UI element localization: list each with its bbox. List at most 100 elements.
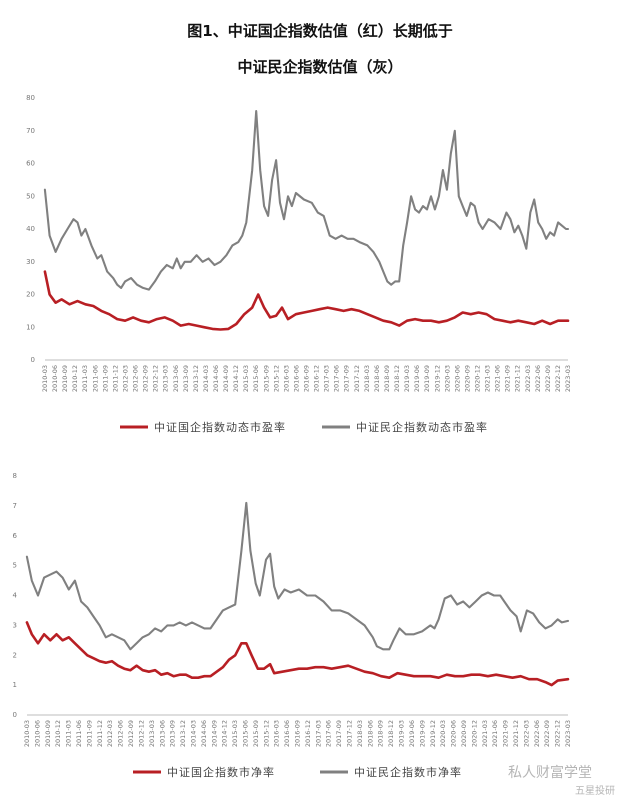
x-tick-label: 2017-03 <box>314 720 322 747</box>
x-tick-label: 2016-03 <box>282 365 290 392</box>
x-tick-label: 2016-06 <box>283 720 291 747</box>
x-tick-label: 2016-09 <box>294 720 302 747</box>
x-tick-label: 2011-09 <box>101 365 109 392</box>
x-tick-label: 2017-03 <box>323 365 331 392</box>
x-tick-label: 2020-06 <box>453 365 461 392</box>
x-tick-label: 2022-03 <box>524 365 532 392</box>
x-tick-label: 2011-06 <box>91 365 99 392</box>
y-tick-label: 1 <box>13 681 17 689</box>
x-tick-label: 2014-06 <box>212 365 220 392</box>
x-tick-label: 2013-09 <box>169 720 177 747</box>
x-tick-label: 2017-09 <box>335 720 343 747</box>
x-tick-label: 2010-06 <box>33 720 41 747</box>
x-tick-label: 2017-09 <box>343 365 351 392</box>
x-tick-label: 2012-09 <box>127 720 135 747</box>
x-tick-label: 2016-06 <box>292 365 300 392</box>
x-tick-label: 2018-03 <box>363 365 371 392</box>
x-tick-label: 2018-03 <box>356 720 364 747</box>
x-tick-label: 2019-06 <box>413 365 421 392</box>
x-tick-label: 2019-03 <box>398 720 406 747</box>
x-tick-label: 2010-03 <box>23 720 31 747</box>
x-tick-label: 2018-12 <box>393 365 401 392</box>
x-tick-label: 2013-12 <box>192 365 200 392</box>
y-tick-label: 7 <box>13 502 17 510</box>
x-tick-label: 2010-09 <box>61 365 69 392</box>
y-tick-label: 50 <box>26 192 35 200</box>
x-tick-label: 2010-06 <box>51 365 59 392</box>
x-tick-label: 2020-12 <box>473 365 481 392</box>
x-tick-label: 2022-12 <box>554 365 562 392</box>
y-tick-label: 6 <box>13 532 18 540</box>
y-tick-label: 70 <box>26 127 35 135</box>
series-line-soe <box>25 621 570 687</box>
x-tick-label: 2019-12 <box>429 720 437 747</box>
x-tick-label: 2012-03 <box>106 720 114 747</box>
x-tick-label: 2012-12 <box>152 365 160 392</box>
x-tick-label: 2014-09 <box>210 720 218 747</box>
x-tick-label: 2014-12 <box>221 720 229 747</box>
y-tick-label: 40 <box>26 225 35 233</box>
x-tick-label: 2014-06 <box>200 720 208 747</box>
x-tick-label: 2020-03 <box>443 365 451 392</box>
x-tick-label: 2019-12 <box>433 365 441 392</box>
x-tick-label: 2015-06 <box>241 720 249 747</box>
x-tick-label: 2012-06 <box>132 365 140 392</box>
y-tick-label: 2 <box>13 651 17 659</box>
x-tick-label: 2014-03 <box>189 720 197 747</box>
x-tick-label: 2015-03 <box>242 365 250 392</box>
y-tick-label: 0 <box>31 356 35 364</box>
x-tick-label: 2023-03 <box>564 365 572 392</box>
y-tick-label: 4 <box>13 592 18 600</box>
series-line-private <box>43 110 570 291</box>
x-tick-label: 2011-03 <box>65 720 73 747</box>
x-tick-label: 2016-03 <box>273 720 281 747</box>
x-tick-label: 2016-09 <box>303 365 311 392</box>
x-tick-label: 2020-09 <box>460 720 468 747</box>
x-tick-label: 2010-12 <box>54 720 62 747</box>
y-tick-label: 5 <box>13 562 17 570</box>
y-tick-label: 80 <box>26 94 35 102</box>
x-tick-label: 2016-12 <box>304 720 312 747</box>
x-tick-label: 2010-09 <box>44 720 52 747</box>
x-tick-label: 2015-03 <box>231 720 239 747</box>
watermark-main: 私人财富学堂 <box>508 765 592 781</box>
x-tick-label: 2022-09 <box>543 720 551 747</box>
x-tick-label: 2013-06 <box>158 720 166 747</box>
y-tick-label: 0 <box>13 711 17 719</box>
x-tick-label: 2013-03 <box>148 720 156 747</box>
x-tick-label: 2017-12 <box>353 365 361 392</box>
x-tick-label: 2020-03 <box>439 720 447 747</box>
x-tick-label: 2021-03 <box>481 720 489 747</box>
x-tick-label: 2014-03 <box>202 365 210 392</box>
x-tick-label: 2018-09 <box>377 720 385 747</box>
x-tick-label: 2023-03 <box>564 720 572 747</box>
x-tick-label: 2022-09 <box>544 365 552 392</box>
x-tick-label: 2012-12 <box>137 720 145 747</box>
x-tick-label: 2019-06 <box>408 720 416 747</box>
watermark-sub: 五星投研 <box>575 786 615 797</box>
x-tick-label: 2017-06 <box>325 720 333 747</box>
x-tick-label: 2022-12 <box>554 720 562 747</box>
x-tick-label: 2011-12 <box>111 365 119 392</box>
x-tick-label: 2014-09 <box>222 365 230 392</box>
series-line-soe <box>43 270 570 331</box>
x-tick-label: 2013-12 <box>179 720 187 747</box>
x-tick-label: 2021-09 <box>504 365 512 392</box>
x-tick-label: 2013-09 <box>182 365 190 392</box>
y-tick-label: 60 <box>26 160 35 168</box>
x-tick-label: 2018-06 <box>366 720 374 747</box>
x-tick-label: 2015-09 <box>262 365 270 392</box>
x-tick-label: 2015-12 <box>272 365 280 392</box>
x-tick-label: 2010-03 <box>41 365 49 392</box>
x-tick-label: 2017-06 <box>333 365 341 392</box>
x-tick-label: 2011-06 <box>75 720 83 747</box>
x-tick-label: 2021-03 <box>484 365 492 392</box>
y-tick-label: 20 <box>26 291 35 299</box>
legend-label: 中证民企指数市净率 <box>354 765 462 779</box>
x-tick-label: 2021-12 <box>514 365 522 392</box>
x-tick-label: 2017-12 <box>346 720 354 747</box>
x-tick-label: 2021-06 <box>491 720 499 747</box>
y-tick-label: 10 <box>26 323 35 331</box>
